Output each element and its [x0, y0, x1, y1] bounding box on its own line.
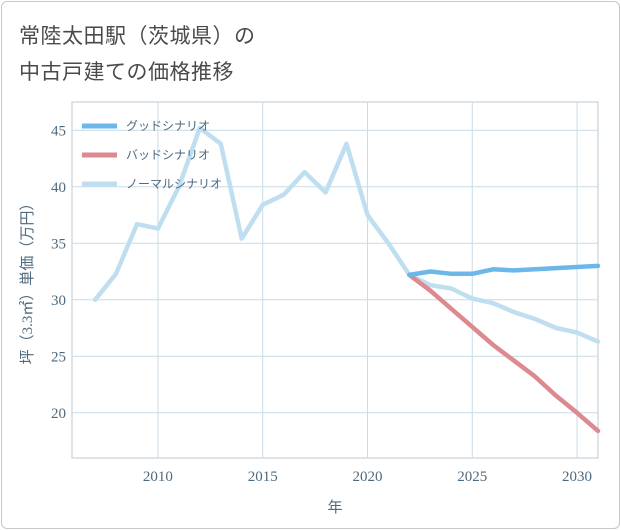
y-tick-label-25: 25 [51, 349, 66, 365]
plot-area [71, 101, 599, 459]
x-tick-label-2025: 2025 [457, 469, 487, 485]
x-tick-label-2030: 2030 [562, 469, 592, 485]
series-line-bad [407, 272, 601, 434]
x-tick-label-2015: 2015 [248, 469, 278, 485]
series-line-good [407, 263, 601, 278]
y-tick-label-40: 40 [51, 180, 66, 196]
chart-title: 常陸太田駅（茨城県）の 中古戸建ての価格推移 [19, 18, 256, 90]
y-axis-title: 坪（3.3㎡）単価（万円） [19, 196, 36, 365]
series-line-normal [92, 125, 601, 344]
y-tick-label-45: 45 [51, 123, 66, 139]
x-tick-label-2010: 2010 [143, 469, 173, 485]
chart-title-line-2: 中古戸建ての価格推移 [19, 60, 234, 84]
y-tick-label-20: 20 [51, 406, 66, 422]
x-axis-title: 年 [327, 499, 342, 516]
y-tick-label-35: 35 [51, 236, 66, 252]
legend-label-bad: バッドシナリオ [126, 148, 210, 162]
series-lines [92, 125, 601, 434]
legend-label-normal: ノーマルシナリオ [126, 177, 222, 191]
x-tick-label-2020: 2020 [352, 469, 382, 485]
chart-title-line-1: 常陸太田駅（茨城県）の [19, 24, 256, 48]
legend-label-good: グッドシナリオ [126, 119, 210, 133]
y-tick-label-30: 30 [51, 293, 66, 309]
